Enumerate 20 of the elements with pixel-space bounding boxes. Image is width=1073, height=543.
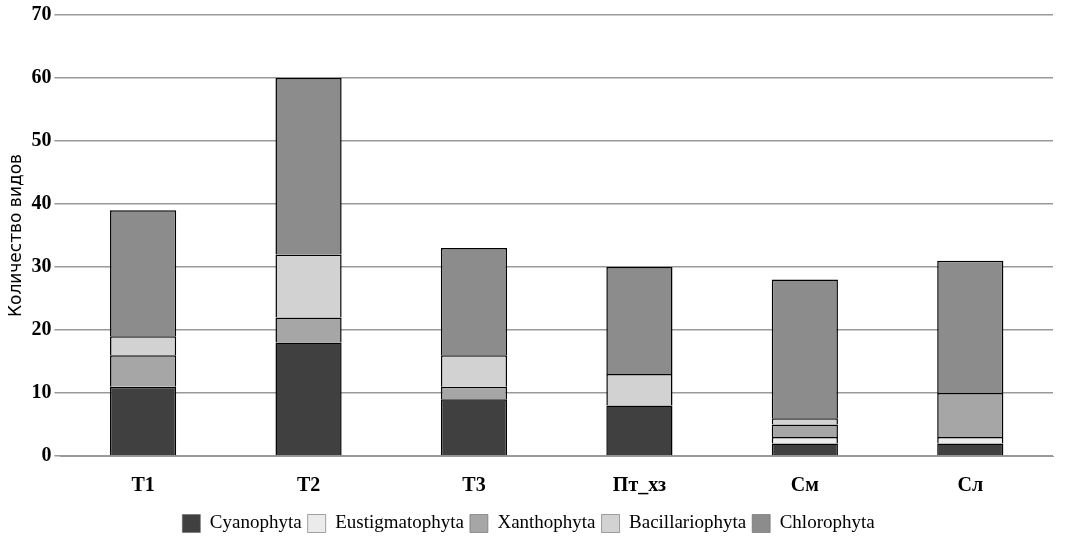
x-tick-label: T3	[462, 473, 486, 496]
y-tick-label: 40	[31, 191, 52, 214]
legend-label: Chlorophyta	[779, 511, 876, 533]
y-tick-label: 70	[31, 2, 52, 25]
x-tick-label: Пт_хз	[612, 473, 666, 496]
x-tick-label: См	[790, 473, 819, 496]
y-tick-label: 20	[31, 317, 52, 340]
y-tick-label: 0	[41, 443, 52, 466]
y-axis-title: Количество видов	[4, 153, 25, 318]
x-tick-label: T1	[131, 473, 155, 496]
legend-label: Xanthophyta	[497, 511, 597, 533]
legend-label: Eustigmatophyta	[335, 511, 465, 533]
legend-label: Bacillariophyta	[629, 511, 747, 533]
y-tick-label: 60	[31, 65, 52, 88]
legend-label: Cyanophyta	[209, 511, 303, 533]
x-tick-label: Сл	[957, 473, 984, 496]
x-tick-label: T2	[296, 473, 321, 496]
y-tick-label: 30	[31, 254, 52, 277]
y-tick-label: 50	[31, 128, 52, 151]
y-tick-label: 10	[31, 380, 52, 403]
